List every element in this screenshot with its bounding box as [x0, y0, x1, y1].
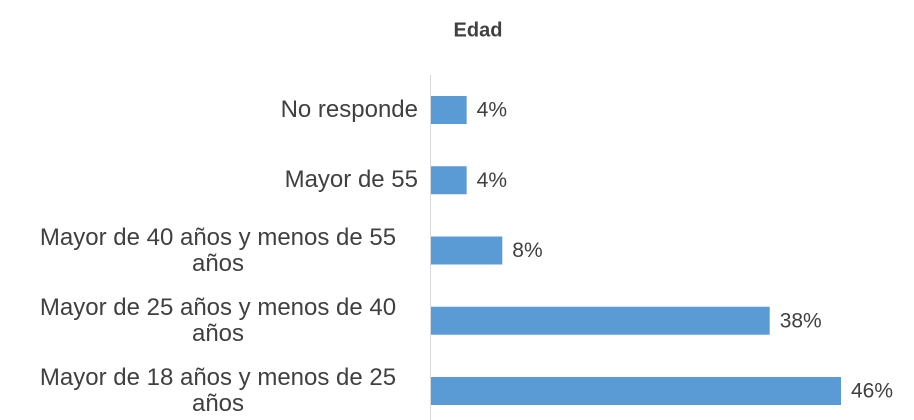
category-label: Mayor de 40 años y menos de 55 años [39, 223, 397, 277]
category-label: Mayor de 55 [284, 166, 418, 194]
bar [431, 166, 467, 195]
value-label: 4% [477, 169, 507, 192]
value-label: 46% [851, 380, 893, 403]
bar [431, 96, 467, 124]
value-label: 8% [512, 239, 542, 262]
category-label: Mayor de 25 años y menos de 40 años [39, 293, 397, 347]
value-label: 38% [780, 309, 822, 332]
bar [431, 236, 503, 265]
bar [431, 306, 770, 335]
category-label: No responde [280, 96, 418, 123]
value-label: 4% [477, 99, 507, 122]
category-label: Mayor de 18 años y menos de 25 años [39, 364, 397, 417]
bar [431, 377, 841, 405]
chart-title: Edad [454, 19, 503, 41]
